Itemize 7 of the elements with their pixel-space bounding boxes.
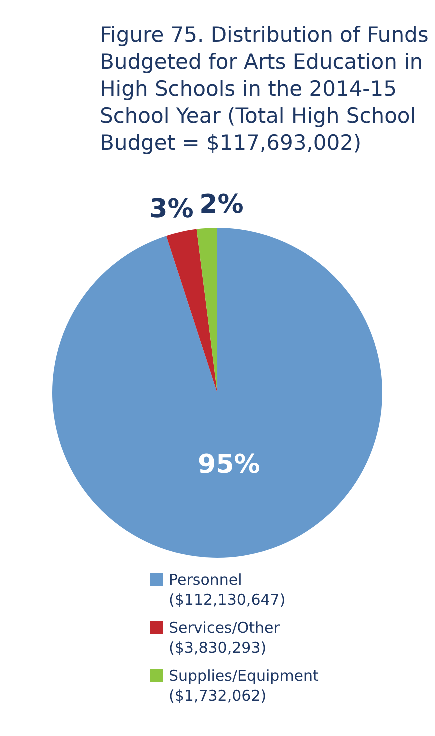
data-label: 2% bbox=[200, 190, 244, 220]
chart-title: Figure 75. Distribution of Funds Budgeted for Arts Education in High Schools in the 2014-15 School Year (Total High School Budget = $117,693,002) bbox=[100, 22, 430, 157]
data-label: 95% bbox=[198, 450, 260, 480]
legend-label: Personnel ($112,130,647) bbox=[169, 570, 287, 610]
legend-label: Supplies/Equipment ($1,732,062) bbox=[169, 666, 320, 706]
legend-label: Services/Other ($3,830,293) bbox=[169, 618, 281, 658]
data-label: 3% bbox=[150, 194, 194, 224]
